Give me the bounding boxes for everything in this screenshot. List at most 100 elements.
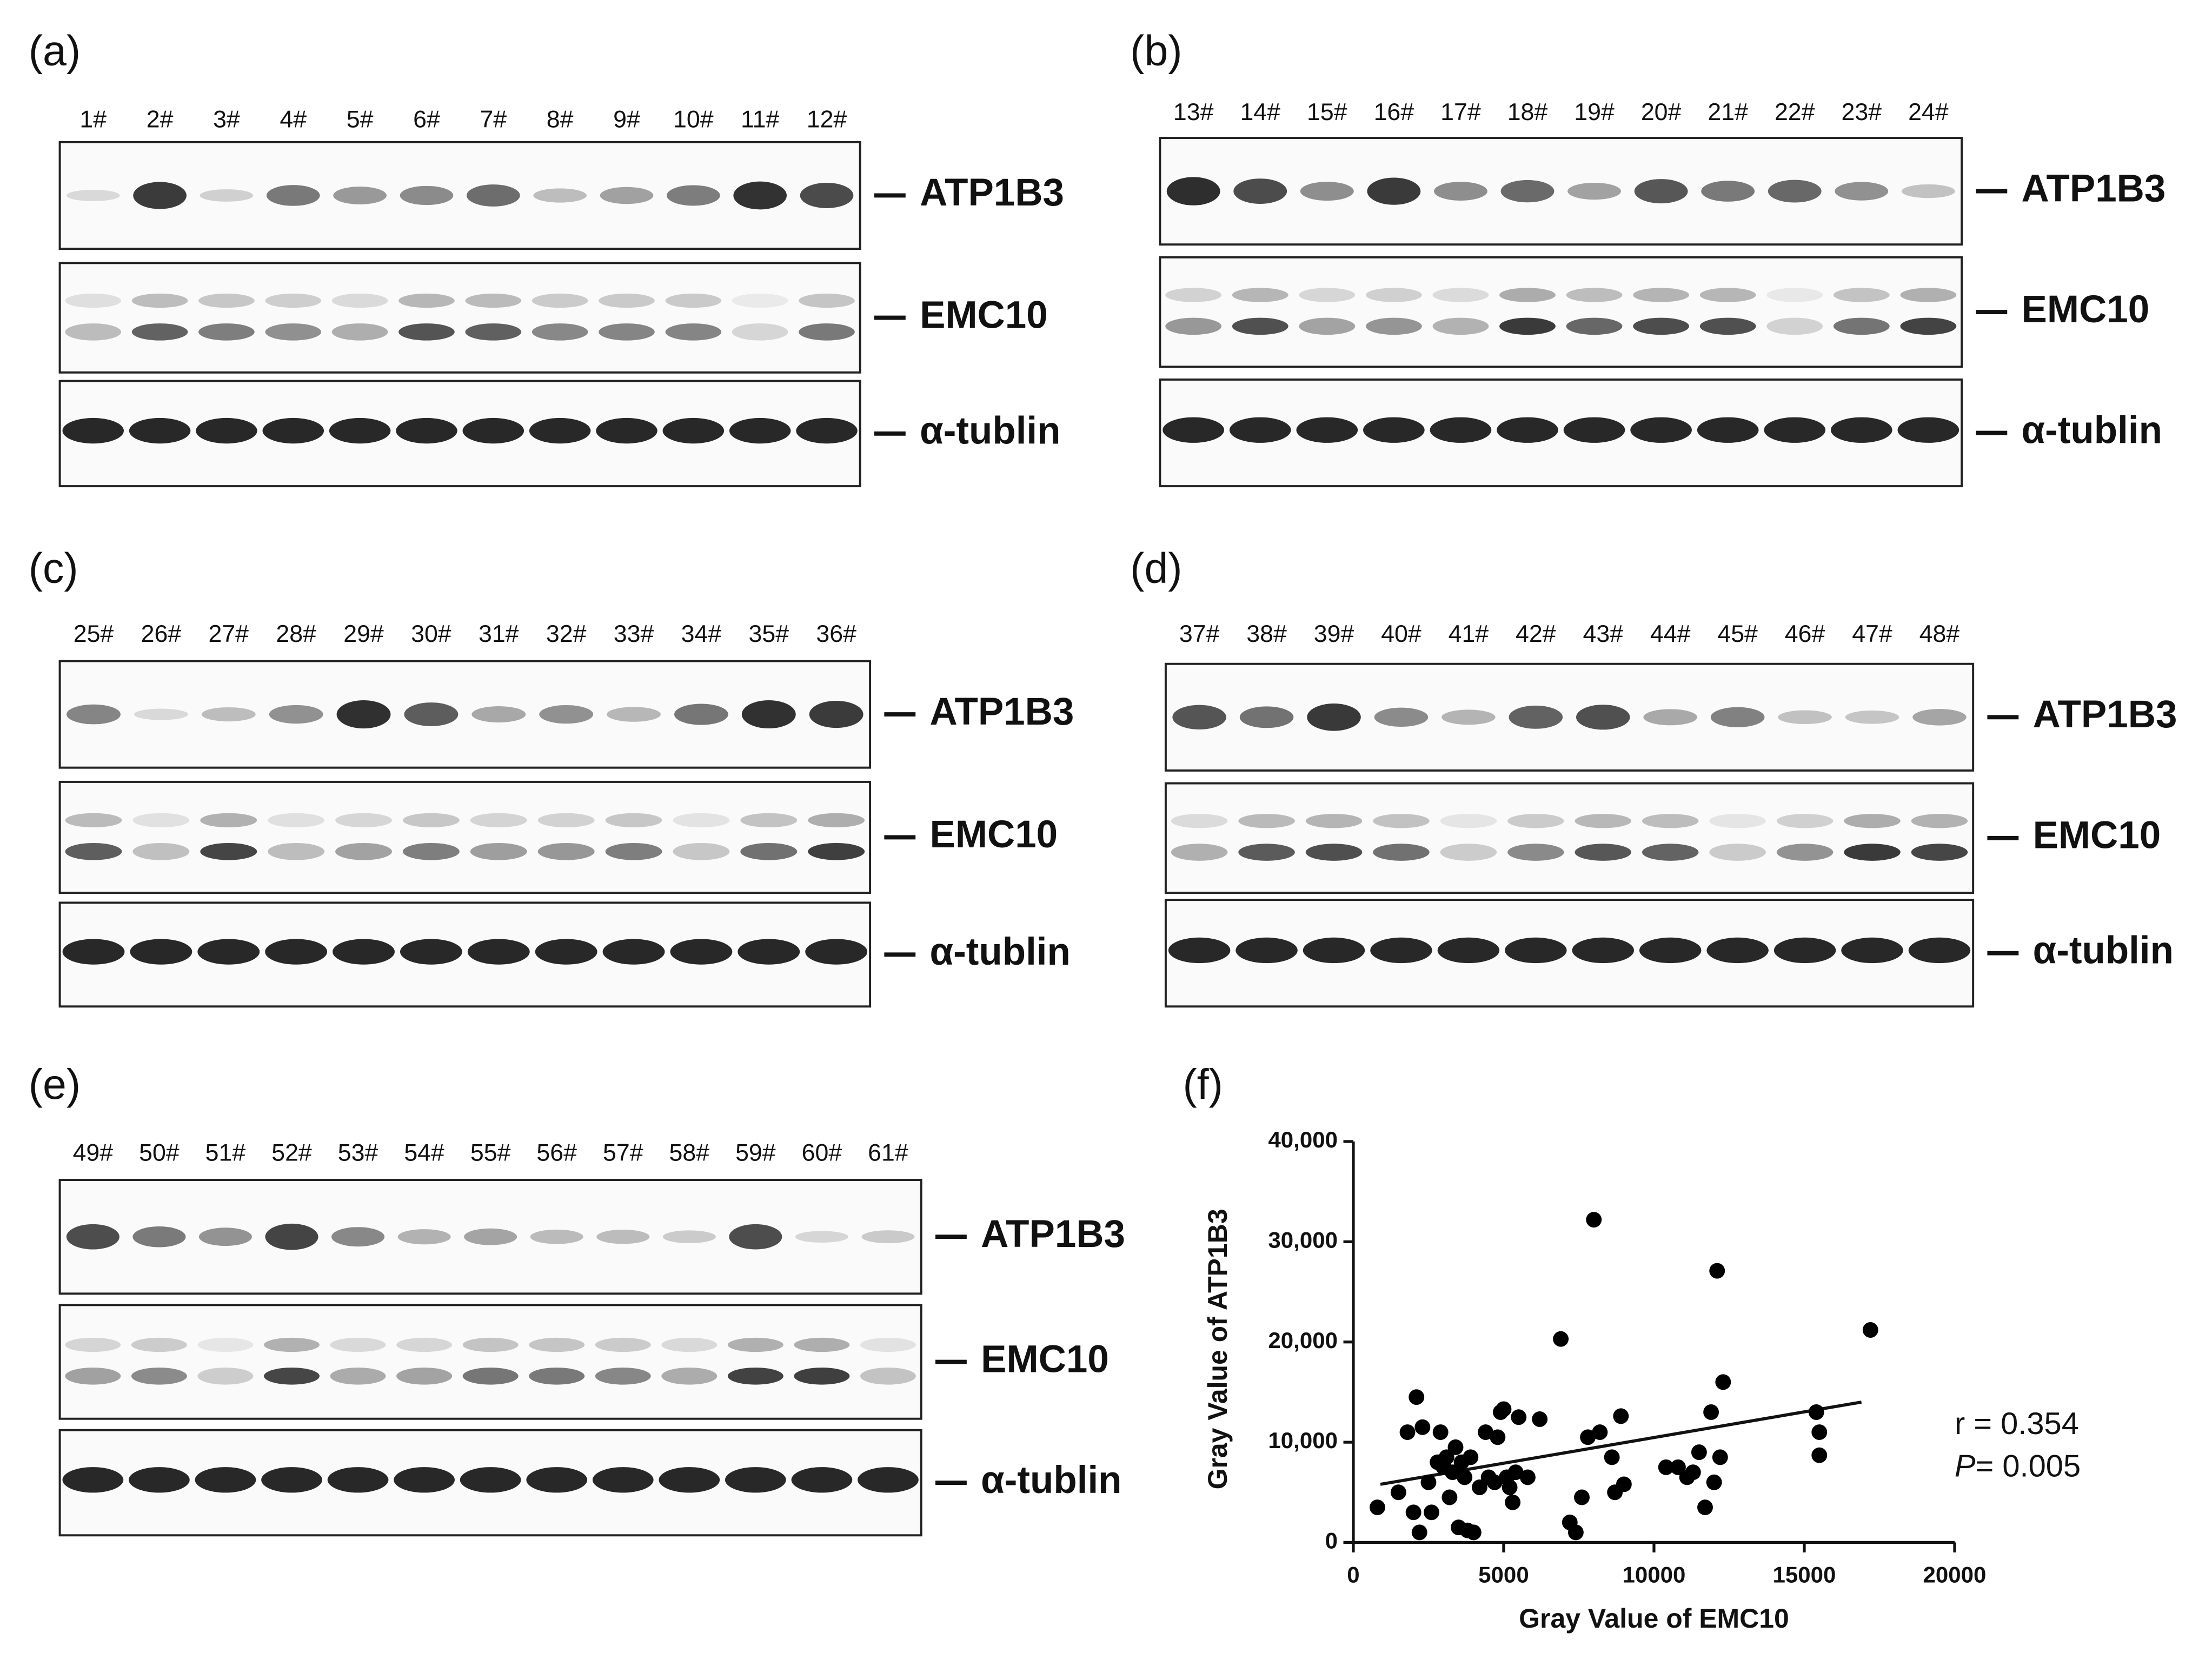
band (1830, 417, 1892, 443)
band (462, 417, 524, 444)
band (131, 1368, 187, 1385)
band (529, 1368, 585, 1385)
band (662, 1230, 716, 1244)
band (1633, 288, 1690, 302)
band (262, 417, 324, 444)
band (470, 842, 527, 860)
point (1553, 1331, 1569, 1347)
point (1715, 1374, 1731, 1390)
blot-frame (58, 262, 861, 374)
band (1567, 182, 1621, 200)
band (740, 813, 798, 828)
band (268, 813, 325, 828)
protein-label: EMC10 (2033, 814, 2161, 857)
lane-label: 23# (1842, 99, 1882, 125)
band (800, 183, 854, 208)
point (1505, 1494, 1521, 1510)
band (1296, 417, 1358, 443)
band (1239, 706, 1294, 728)
band (805, 939, 868, 965)
band (1499, 288, 1556, 302)
point (1712, 1449, 1728, 1465)
lane-label: 19# (1574, 99, 1615, 125)
point (1420, 1474, 1437, 1490)
lane-label: 43# (1583, 621, 1623, 647)
band (1432, 288, 1489, 302)
band (808, 842, 865, 860)
band (331, 293, 388, 308)
band (1566, 288, 1623, 302)
point (1811, 1424, 1828, 1441)
lane-label: 36# (816, 621, 856, 647)
band (62, 939, 125, 965)
lane-label: 8# (547, 106, 574, 132)
band (1701, 181, 1755, 202)
band (265, 293, 322, 308)
band (467, 939, 530, 965)
point (1691, 1444, 1707, 1461)
lane-label: 17# (1440, 99, 1481, 125)
protein-label: α-tublin (930, 931, 1071, 973)
band (464, 1228, 517, 1245)
band (1305, 814, 1363, 828)
band (665, 293, 722, 308)
band (532, 293, 588, 308)
band (741, 700, 796, 729)
band (1833, 317, 1890, 335)
point (1685, 1464, 1701, 1481)
band (1639, 937, 1702, 964)
x-tick-label: 10000 (1622, 1562, 1685, 1588)
lane-label: 58# (669, 1140, 710, 1166)
band (131, 1337, 187, 1352)
point (1580, 1429, 1596, 1445)
lane-label: 61# (868, 1140, 908, 1166)
point (1811, 1447, 1828, 1463)
band (200, 189, 254, 202)
band (134, 708, 188, 720)
band (195, 1467, 256, 1493)
blot-frame (58, 660, 872, 769)
blot-frame (58, 901, 872, 1008)
band (1764, 417, 1826, 443)
band (1172, 705, 1226, 729)
lane-label: 20# (1641, 99, 1682, 125)
point (1442, 1489, 1458, 1505)
lane-label: 29# (343, 621, 384, 647)
protein-label: ATP1B3 (2022, 167, 2166, 210)
band (799, 293, 855, 308)
band (1699, 288, 1756, 302)
band (1563, 417, 1625, 443)
band (729, 417, 791, 444)
band (1709, 844, 1766, 861)
band (673, 813, 730, 828)
band (1500, 180, 1555, 203)
lane-label: 24# (1908, 99, 1949, 125)
point (1616, 1476, 1632, 1492)
lane-label: 41# (1449, 621, 1489, 647)
band (607, 707, 661, 722)
point (1411, 1524, 1427, 1541)
lane-label: 31# (479, 621, 519, 647)
band (535, 939, 597, 965)
band (398, 323, 455, 341)
band (1776, 814, 1834, 828)
band (1576, 705, 1630, 730)
lane-label: 14# (1240, 99, 1280, 125)
band (1305, 844, 1363, 861)
band (1442, 709, 1496, 725)
band (400, 185, 454, 205)
band (331, 323, 388, 341)
band (268, 842, 325, 860)
band (132, 813, 190, 828)
band (1575, 814, 1632, 828)
band (1171, 844, 1228, 861)
lane-label: 53# (338, 1140, 378, 1166)
band (400, 939, 462, 965)
lane-label: 50# (139, 1140, 180, 1166)
band (860, 1368, 916, 1385)
band (595, 1337, 651, 1352)
band (1835, 182, 1889, 201)
band (1642, 814, 1699, 828)
band (129, 1467, 190, 1493)
